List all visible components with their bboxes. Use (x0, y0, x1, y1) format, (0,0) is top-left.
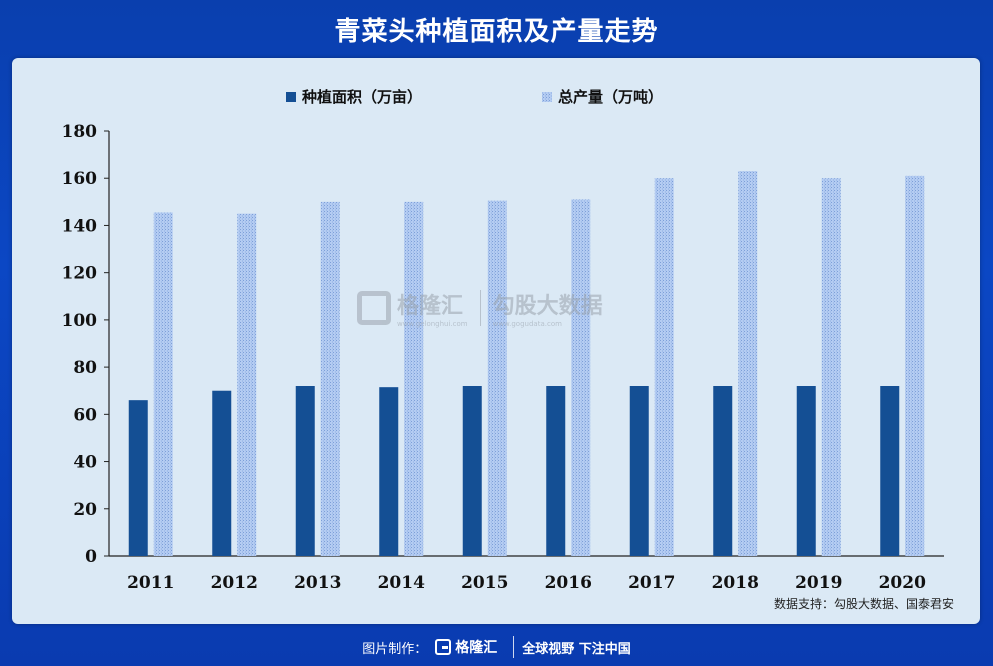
y-tick-label: 20 (73, 500, 97, 520)
footer-made-by: 图片制作： (362, 641, 428, 657)
bar-output-2019 (821, 178, 841, 556)
x-tick-label: 2015 (461, 573, 508, 593)
bar-area-2020 (880, 386, 900, 556)
bar-area-2016 (546, 386, 566, 556)
y-tick-label: 180 (62, 122, 98, 142)
bar-output-2020 (905, 175, 925, 556)
bar-output-2016 (571, 199, 591, 556)
legend-label-1: 种植面积（万亩） (301, 88, 422, 106)
footer-slogan: 全球视野 下注中国 (522, 641, 631, 657)
y-tick-label: 160 (62, 169, 98, 189)
bar-area-2013 (295, 386, 315, 556)
y-tick-label: 100 (62, 311, 98, 331)
gelonghui-logo-icon (435, 639, 452, 655)
x-tick-label: 2020 (879, 573, 926, 593)
bar-chart: 种植面积（万亩） 总产量（万吨） 0 20 40 60 80 100 120 140 160 180… (62, 88, 944, 593)
bar-area-2019 (796, 386, 816, 556)
bar-area-2018 (713, 386, 733, 556)
x-tick-label: 2016 (545, 573, 592, 593)
bars (128, 171, 925, 557)
legend-label-2: 总产量（万吨） (558, 88, 663, 106)
x-tick-label: 2013 (294, 573, 341, 593)
bar-area-2017 (629, 386, 649, 556)
bar-output-2014 (404, 201, 424, 557)
bar-area-2012 (212, 390, 232, 556)
x-tick-label: 2018 (712, 573, 759, 593)
footer: 图片制作： 格隆汇 全球视野 下注中国 (0, 628, 993, 666)
x-tick-label: 2012 (211, 573, 258, 593)
bar-area-2014 (379, 387, 399, 556)
footer-logo: 格隆汇 (435, 637, 497, 657)
y-tick-label: 40 (73, 453, 97, 473)
x-tick-label: 2014 (378, 573, 425, 593)
y-tick-label: 80 (73, 358, 97, 378)
legend-swatch-2 (542, 92, 552, 102)
y-tick-label: 60 (73, 405, 97, 425)
y-axis: 0 20 40 60 80 100 120 140 160 180 (62, 122, 110, 567)
x-tick-label: 2011 (127, 573, 174, 593)
bar-output-2013 (320, 201, 340, 557)
bar-area-2011 (128, 400, 148, 556)
y-tick-label: 140 (62, 216, 98, 236)
y-tick-label: 0 (85, 547, 97, 567)
y-tick-label: 120 (62, 264, 98, 284)
footer-divider (513, 636, 515, 658)
bar-output-2012 (237, 213, 257, 556)
bar-output-2015 (487, 200, 507, 556)
page-title: 青菜头种植面积及产量走势 (334, 16, 659, 47)
legend-swatch-1 (286, 92, 296, 102)
chart-panel: 种植面积（万亩） 总产量（万吨） 0 20 40 60 80 100 120 140 160 180… (12, 58, 980, 624)
footer-logo-text: 格隆汇 (455, 640, 498, 656)
x-tick-label: 2019 (795, 573, 842, 593)
data-source: 数据支持：勾股大数据、国泰君安 (773, 597, 954, 611)
bar-output-2011 (153, 212, 173, 557)
bar-area-2015 (462, 386, 482, 556)
chart-legend: 种植面积（万亩） 总产量（万吨） (286, 88, 663, 106)
bar-output-2018 (738, 171, 758, 556)
x-tick-label: 2017 (628, 573, 675, 593)
bar-output-2017 (654, 178, 674, 556)
x-axis: 2011 2012 2013 2014 2015 2016 2017 2018 2019 2020 (109, 555, 944, 593)
